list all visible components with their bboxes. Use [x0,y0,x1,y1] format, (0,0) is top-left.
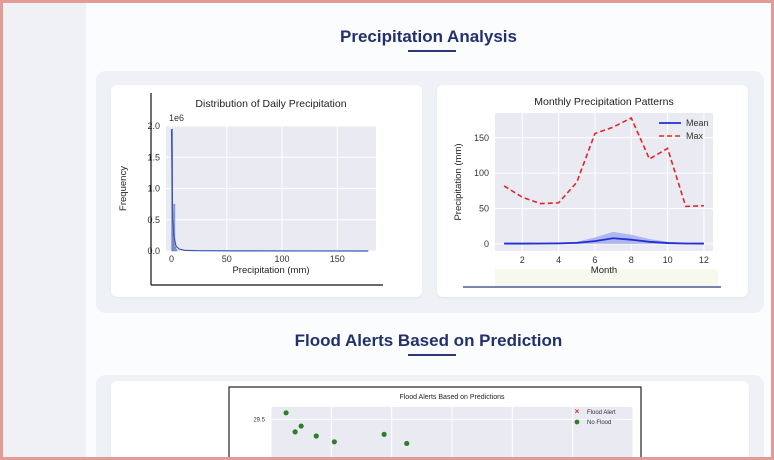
plot-area [495,113,713,251]
flood-alerts-title: Flood Alerts Based on Prediction [294,331,563,350]
histogram-chart: 0 50 100 150 0.0 0.5 1.0 1.5 2.0 Distribution of … [118,93,383,286]
no-flood-point [313,433,319,439]
precipitation-title-underline [408,50,456,52]
x-tick-label: 4 [556,255,561,265]
no-flood-point [331,439,337,445]
histogram-bar [174,247,177,252]
histogram-card: 0 50 100 150 0.0 0.5 1.0 1.5 2.0 Distribution of … [111,85,422,297]
legend-mean-label: Mean [686,118,709,128]
legend-noflood-label: No Flood [587,420,611,426]
y-tick-label: 50 [479,204,489,214]
kde-line [170,129,369,252]
y-axis-label: Frequency [118,166,129,211]
sidebar [3,3,86,457]
x-axis-label: Month [591,265,617,276]
bottom-strip [495,269,718,287]
max-series-line [503,116,704,208]
mean-confidence-band [504,231,704,244]
legend-flood-label: Flood Alert [587,410,616,416]
main-content: Precipitation Analysis 0 50 100 150 0.0 0.5 1.… [86,3,771,457]
no-flood-point [292,429,298,435]
x-tick-label: 6 [592,255,597,265]
no-flood-point [404,440,410,447]
y-tick-label: 100 [474,168,489,178]
y-tick-label: 0.0 [147,246,160,256]
y-tick-label: 29.5 [253,417,265,423]
mean-series-line [504,237,704,245]
x-tick-label: 100 [275,254,290,264]
x-tick-label: 8 [629,255,634,265]
legend-flood-marker: × [575,407,580,416]
x-tick-label: 12 [699,255,709,265]
legend-max-label: Max [686,131,704,141]
monthly-patterns-card: 2 4 6 8 10 12 0 50 100 150 Mean Max Monthly Precipit… [437,85,748,297]
no-flood-point [298,423,304,429]
y-tick-label: 0 [484,239,489,249]
flood-title-underline [408,354,456,356]
chart-title: Distribution of Daily Precipitation [195,98,346,110]
x-tick-label: 150 [330,254,345,264]
histogram-bar [175,249,178,252]
x-tick-label: 2 [520,255,525,265]
x-tick-label: 50 [222,254,232,264]
y-tick-label: 2.0 [147,121,160,131]
legend-noflood-marker [574,419,580,425]
y-tick-label: 1.0 [147,184,160,194]
precipitation-analysis-title: Precipitation Analysis [340,27,517,46]
no-flood-point [283,410,289,416]
no-flood-point [381,431,387,437]
offset-label: 1e6 [169,113,184,123]
histogram-bar [173,203,176,252]
x-tick-label: 0 [169,254,174,264]
precipitation-panel: 0 50 100 150 0.0 0.5 1.0 1.5 2.0 Distribution of … [96,71,764,313]
y-tick-label: 1.5 [147,152,160,162]
y-tick-label: 150 [474,133,489,143]
chart-title: Monthly Precipitation Patterns [534,96,673,108]
chart-title: Flood Alerts Based on Predictions [399,394,505,401]
y-axis-label: Precipitation (mm) [453,143,464,220]
monthly-patterns-chart: 2 4 6 8 10 12 0 50 100 150 Mean Max Monthly Precipit… [453,96,721,288]
x-tick-label: 10 [663,255,673,265]
y-tick-label: 0.5 [147,215,160,225]
x-axis-label: Precipitation (mm) [232,265,309,276]
